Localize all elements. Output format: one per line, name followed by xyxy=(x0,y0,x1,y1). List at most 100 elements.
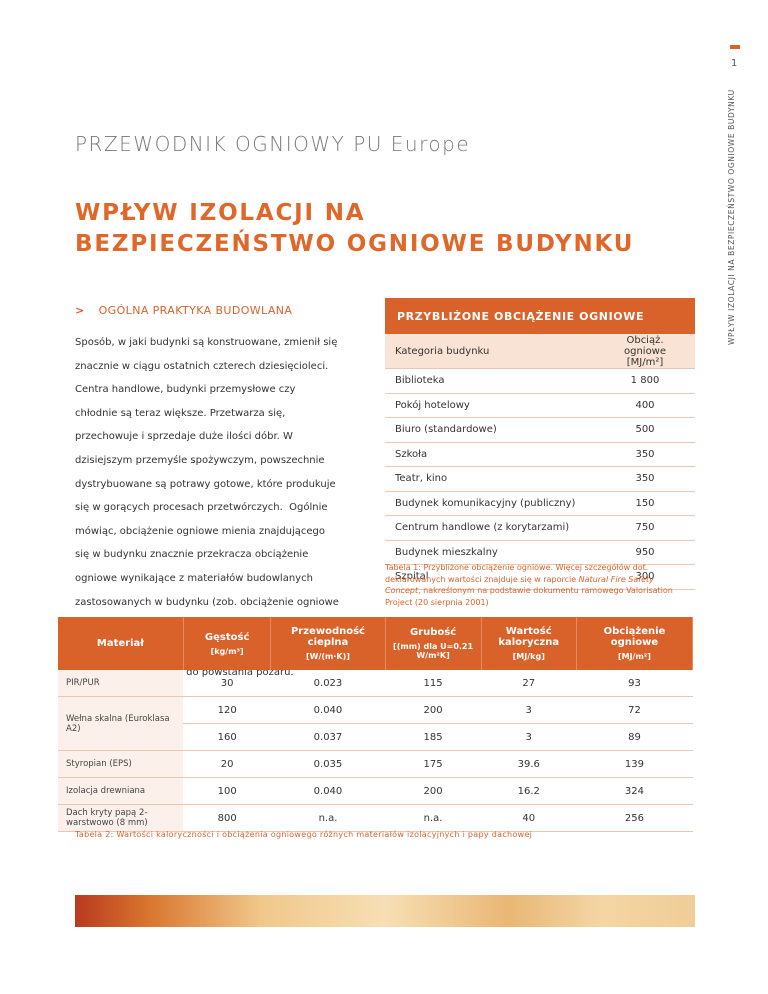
text: Centra handlowe, budynki przemysłowe czy xyxy=(75,384,296,396)
cell-value: 200 xyxy=(385,777,482,805)
header-name: Materiał xyxy=(96,638,144,649)
table-row: Biuro (standardowe) 500 xyxy=(385,417,695,443)
column-header: Kategoria budynku xyxy=(385,334,595,369)
table-row: Izolacja drewniana 100 0.040 200 16.2 324 xyxy=(58,777,693,805)
caption-text: Tabela 1: Przybliżone obciążenie ogniowe… xyxy=(385,563,649,584)
materials-table: Materiał Gęstość [kg/m³] Przewodność ciepln… xyxy=(58,617,694,832)
cell-value: n.a. xyxy=(270,804,386,832)
category: Szpital xyxy=(385,564,595,590)
text-line: Centra handlowe, budynki przemysłowe czy xyxy=(75,378,339,402)
text-line: ogniowe wynikające z materiałów budowlan… xyxy=(75,567,339,591)
fire-load: 400 xyxy=(595,393,695,418)
text-line: się w budynku znacznie przekracza obciąż… xyxy=(75,543,339,567)
material: Wełna skalna (Euroklasa A2) xyxy=(58,696,184,751)
material: Styropian (EPS) xyxy=(58,750,184,778)
cell-value: 72 xyxy=(576,696,693,724)
table-row: Centrum handlowe (z korytarzami) 750 xyxy=(385,515,695,541)
category: Biuro (standardowe) xyxy=(385,417,595,443)
fire-load: 750 xyxy=(595,515,695,541)
table-caption: Tabela 1: Przybliżone obciążenie ogniowe… xyxy=(385,562,685,608)
text: chłodnie są teraz większe. Przetwarza si… xyxy=(75,407,286,419)
cell-value: 175 xyxy=(385,750,482,778)
column-header: Gęstość [kg/m³] xyxy=(183,617,272,670)
category: Centrum handlowe (z korytarzami) xyxy=(385,515,595,541)
text: ogniowe wynikające z materiałów budowlan… xyxy=(75,572,313,584)
table-row: Dach kryty papą 2-warstwowo (8 mm) 800 n.a… xyxy=(58,804,693,832)
text: przechowuje i sprzedaje duże ilości dóbr… xyxy=(75,431,293,443)
section-heading: > OGÓLNA PRAKTYKA BUDOWLANA xyxy=(75,304,293,317)
fire-load: 1 800 xyxy=(595,368,695,394)
cell-value: 256 xyxy=(576,804,693,832)
cell-value: 139 xyxy=(576,750,693,778)
cell-value: 20 xyxy=(183,750,271,778)
cell-value: 100 xyxy=(183,777,271,805)
material: Dach kryty papą 2-warstwowo (8 mm) xyxy=(58,804,184,832)
cell-value: 0.040 xyxy=(270,777,386,805)
category: Teatr, kino xyxy=(385,466,595,492)
fire-load: 950 xyxy=(595,540,695,565)
table-row: Budynek mieszkalny 950 xyxy=(385,540,695,565)
title-line: BEZPIECZEŃSTWO OGNIOWE BUDYNKU xyxy=(75,231,635,257)
page-marker xyxy=(730,45,740,49)
caption-text: , nakreślonym na podstawie dokumentu ram… xyxy=(385,586,673,607)
cell-value: 3 xyxy=(481,696,577,724)
header-name: Przewodność cieplna xyxy=(290,626,365,648)
text-line: dystrybuowane są potrawy gotowe, które p… xyxy=(75,473,339,497)
page-title: WPŁYW IZOLACJI NA BEZPIECZEŃSTWO OGNIOWE… xyxy=(75,198,634,260)
text-line: dzisiejszym przemyśle spożywczym, powsze… xyxy=(75,449,339,473)
header-line: Obciąż. ogniowe xyxy=(623,334,667,357)
text-line: się w gorących procesach przetwórczych. … xyxy=(75,496,339,520)
cell-value: 0.037 xyxy=(270,723,386,751)
text-line: chłodnie są teraz większe. Przetwarza si… xyxy=(75,402,339,426)
cell-value: 40 xyxy=(481,804,577,832)
cell-value: 0.040 xyxy=(270,696,386,724)
table-row: Wełna skalna (Euroklasa A2) 120 0.040 200 3 7… xyxy=(58,696,693,751)
text: się w budynku znacznie przekracza obciąż… xyxy=(75,549,309,561)
header-unit: [kg/m³] xyxy=(210,646,244,656)
column-header: Materiał xyxy=(58,617,184,670)
cell-value: n.a. xyxy=(385,804,482,832)
table-caption: Tabela 2: Wartości kaloryczności i obcią… xyxy=(75,830,533,839)
table-row: Szkoła 350 xyxy=(385,442,695,467)
header-unit: [MJ/kg] xyxy=(512,652,545,661)
cell-value: 160 xyxy=(183,723,271,751)
category: Szkoła xyxy=(385,442,595,467)
fire-load: 300 xyxy=(595,564,695,590)
running-title: WPŁYW IZOLACJI NA BEZPIECZEŃSTWO OGNIOWE… xyxy=(727,89,736,345)
table-title: PRZYBLIŻONE OBCIĄŻENIE OGNIOWE xyxy=(385,298,695,334)
category: Pokój hotelowy xyxy=(385,393,595,418)
table-row: Budynek komunikacyjny (publiczny) 150 xyxy=(385,491,695,516)
table-row: 160 0.037 185 3 89 xyxy=(58,723,693,751)
table-row: Teatr, kino 350 xyxy=(385,466,695,492)
table-row: Biblioteka 1 800 xyxy=(385,368,695,394)
cell-value: 0.023 xyxy=(270,670,386,697)
cell-value: 16.2 xyxy=(481,777,577,805)
cell-value: 3 xyxy=(481,723,577,751)
text: Sposób, w jaki budynki są konstruowane, … xyxy=(75,337,338,348)
cell-value: 0.035 xyxy=(270,750,386,778)
category: Budynek komunikacyjny (publiczny) xyxy=(385,491,595,516)
cell-value: 39.6 xyxy=(481,750,577,778)
text: zastosowanych w budynku (zob. obciążenie… xyxy=(75,596,339,608)
column-header: Przewodność cieplna [W/(m·K)] xyxy=(270,617,386,670)
material: PIR/PUR xyxy=(58,670,184,697)
text: się w gorących procesach przetwórczych. … xyxy=(75,502,328,514)
fire-load: 350 xyxy=(595,466,695,492)
header-line: [MJ/m²] xyxy=(626,356,664,368)
cell-value: 89 xyxy=(576,723,693,751)
caption-text: Natural Fire Safety Concept xyxy=(385,574,654,596)
header-unit: [W/(m·K)] xyxy=(306,652,350,661)
header-name: Wartość kaloryczna xyxy=(498,626,560,648)
table-row: PIR/PUR 30 0.023 115 27 93 xyxy=(58,670,693,697)
text-line: Sposób, w jaki budynki są konstruowane, … xyxy=(75,331,339,355)
cell-value: 324 xyxy=(576,777,693,805)
fire-load: 150 xyxy=(595,491,695,516)
table-row: Szpital 300 xyxy=(385,564,695,590)
text-line: mówiąc, obciążenie ogniowe mienia znajdu… xyxy=(75,520,339,544)
table-row: Pokój hotelowy 400 xyxy=(385,393,695,418)
header-unit: [MJ/m²] xyxy=(617,652,651,661)
cell-value: 30 xyxy=(183,670,271,697)
cell-value: 185 xyxy=(385,723,482,751)
text-line: znacznie w ciągu ostatnich czterech dzie… xyxy=(75,355,339,379)
